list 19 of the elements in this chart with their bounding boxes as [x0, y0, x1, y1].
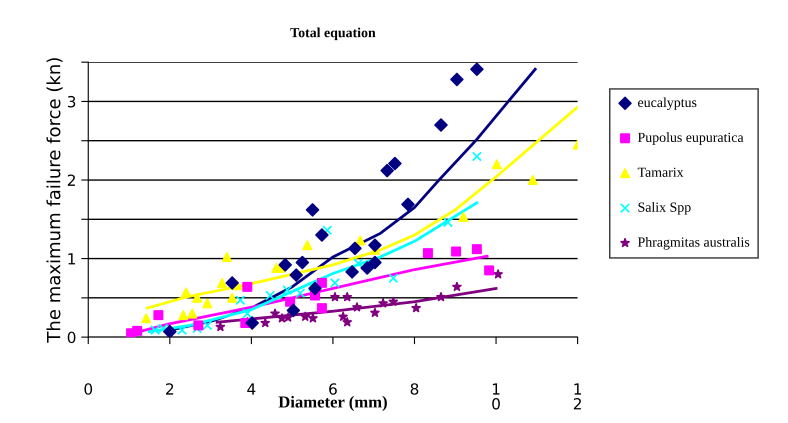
- legend-label: Pupolus eupuratica: [638, 132, 744, 145]
- x-tick-label: 2: [166, 383, 174, 395]
- x-tick-label: 0: [84, 383, 92, 395]
- y-tick-label: 0: [68, 332, 76, 344]
- y-axis-title: The maximum failure force (kn): [46, 58, 63, 343]
- y-tick-label: 2: [68, 174, 75, 186]
- x-tick-label: 4: [247, 383, 256, 395]
- chart-title: Total equation: [290, 28, 376, 40]
- x-tick-label: 8: [410, 383, 418, 395]
- x-tick-label: 1 2: [574, 383, 582, 410]
- legend-label: Phragmitas australis: [638, 236, 750, 250]
- legend-label: Salix Spp: [638, 202, 691, 215]
- legend-label: Tamarix: [638, 168, 684, 177]
- x-tick-label: 1 0: [492, 383, 500, 410]
- x-axis-title: Diameter (mm): [278, 396, 387, 411]
- y-tick-label: 3: [68, 96, 76, 108]
- y-tick-label: 1: [68, 253, 76, 264]
- legend-label: eucalyptus: [638, 97, 696, 110]
- x-tick-label: 6: [329, 383, 337, 395]
